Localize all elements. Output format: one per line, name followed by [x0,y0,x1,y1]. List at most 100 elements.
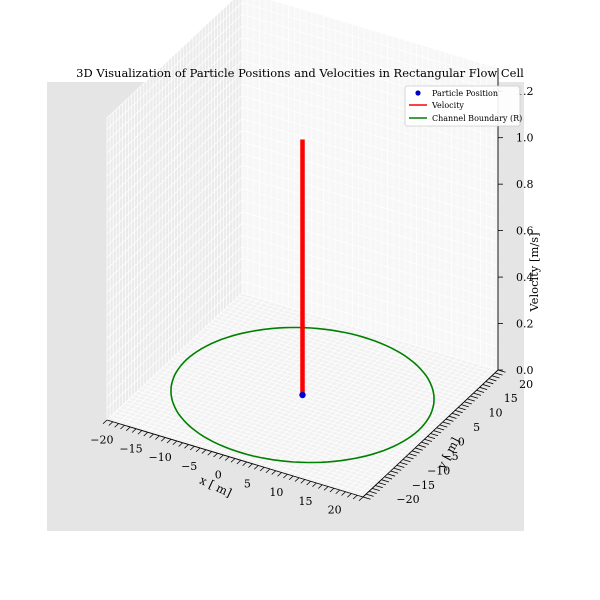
back-wall-grid-z [241,95,499,173]
back-wall-grid-z [241,83,499,162]
z-tick-label: 0.2 [516,318,534,331]
y-minor-tick [448,415,457,419]
y-minor-tick [375,485,383,489]
x-minor-tick [236,459,242,465]
chart-title: 3D Visualization of Particle Positions a… [76,66,524,80]
back-wall-grid-z [241,141,499,220]
x-minor-tick [254,465,259,470]
x-tick-label: −20 [90,434,113,447]
back-wall-grid-z [241,257,499,336]
back-wall-grid-z [241,281,499,359]
x-minor-tick [166,438,172,444]
y-tick-label: 5 [473,421,480,434]
x-minor-tick [248,463,253,468]
floor-grid-x [252,336,388,465]
y-tick-label: −5 [442,450,458,463]
y-minor-tick [467,398,475,402]
x-minor-tick [294,477,300,482]
y-minor-tick [390,470,399,474]
x-minor-tick [178,442,183,447]
x-minor-tick [195,447,201,453]
back-wall-grid-z [241,2,499,80]
x-minor-tick [312,482,317,488]
floor-grid-y [189,341,446,420]
floor-grid-x [339,362,475,491]
floor-grid-x [333,360,470,489]
side-wall-grid-z [106,246,243,374]
y-minor-tick [491,375,500,379]
x-minor-tick [335,489,341,495]
side-wall-grid-z [106,199,243,328]
y-minor-tick [454,410,463,414]
x-tick-label: 5 [244,477,251,490]
side-wall-grid-z [106,60,243,188]
y-tick-label: 0 [458,436,465,449]
z-tick-label: 1.0 [516,132,534,145]
floor-grid-x [322,357,458,486]
side-wall-grid-z [106,37,243,165]
back-wall-grid-z [241,106,499,185]
z-tick-label: 0.0 [516,364,534,377]
x-minor-tick [230,458,236,463]
x-minor-tick [259,466,265,472]
y-minor-tick [362,496,371,500]
y-minor-tick [439,424,448,428]
floor-grid-x [263,339,400,468]
y-minor-tick [402,459,411,463]
floor-grid-y [226,307,483,385]
x-minor-tick [271,470,277,475]
y-minor-tick [479,386,488,390]
x-minor-tick [149,433,154,439]
back-wall-grid-z [241,234,499,313]
tick-marks [102,68,506,502]
floor-grid-y [205,327,462,405]
y-minor-tick [415,447,423,451]
floor-grid-y [208,324,465,403]
y-tick-label: 20 [519,378,533,391]
floor-grid-y [183,347,440,426]
floor-grid-y [198,333,456,411]
back-wall-grid-z [241,199,499,278]
back-wall-grid-z [241,188,499,266]
side-wall-grid-z [106,13,243,142]
x-tick-label: 20 [328,504,342,517]
y-minor-tick [442,421,451,425]
x-tick-label: 0 [215,469,222,482]
back-wall-grid-z [241,176,499,255]
y-minor-tick [384,476,393,480]
floor-grid-x [287,346,423,475]
side-wall-grid-z [106,106,243,235]
channel-boundary-circle [170,326,435,464]
y-minor-tick [396,464,405,468]
x-minor-tick [318,484,323,489]
y-minor-tick [381,479,390,483]
y-minor-tick [451,412,460,416]
back-wall-grid-z [241,13,499,92]
y-tick-label: −20 [396,493,419,506]
floor-grid-x [281,345,417,473]
y-minor-tick [387,473,396,477]
x-minor-tick [201,449,207,454]
side-wall-grid-z [106,211,243,339]
x-minor-tick [219,454,224,460]
x-tick-label: 15 [299,495,313,508]
floor-grid-x [316,355,452,484]
floor-grid-x [345,364,481,493]
y-minor-tick [485,381,494,385]
y-tick-label: −10 [427,464,450,477]
floor-grid-x [327,359,464,487]
y-tick-label: 10 [489,407,503,420]
z-tick-label: 0.8 [516,178,534,191]
side-wall-grid-z [106,292,243,421]
x-minor-tick [160,437,166,442]
back-wall-grid-z [270,0,499,69]
floor-grid-y [229,304,486,382]
floor-grid-y [195,335,453,414]
y-minor-tick [436,427,445,431]
side-wall-grid-z [106,95,243,223]
y-minor-tick [445,418,454,422]
floor-grid-y [217,315,474,394]
side-wall-grid-z [106,164,243,293]
floor-grid-x [269,341,406,470]
back-wall-grid-z [241,164,499,243]
